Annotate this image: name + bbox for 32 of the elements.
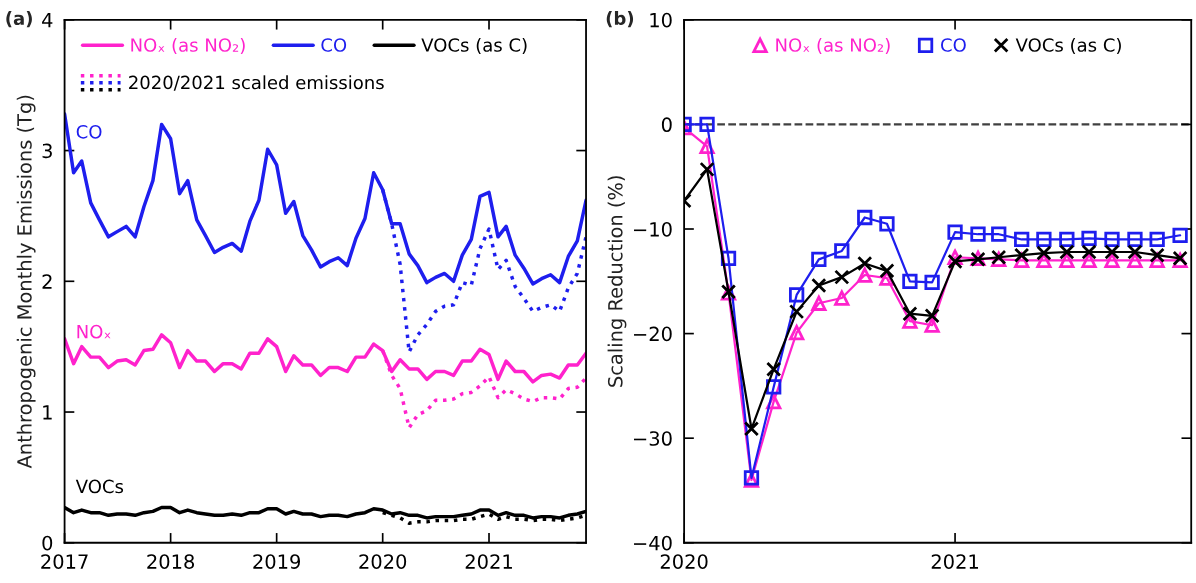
y-tick-label: 0 — [42, 535, 53, 551]
y-tick-label: 3 — [42, 143, 52, 159]
y-tick-label: −40 — [634, 535, 672, 551]
legend-label: CO — [941, 38, 966, 52]
legend-label: NOₓ (as NO₂) — [131, 37, 245, 54]
y-tick-label: −20 — [634, 326, 672, 342]
x-tick-label: 2018 — [147, 554, 195, 569]
legend-label: NOₓ (as NO₂) — [776, 37, 890, 54]
chart-title: (b) — [606, 11, 634, 28]
y-tick-label: 4 — [42, 13, 53, 28]
annotation: NOₓ — [77, 324, 111, 339]
y-tick-label: 2 — [42, 274, 52, 289]
x-tick-label: 2019 — [253, 554, 301, 569]
y-axis-title: Anthropogenic Monthly Emissions (Tg) — [16, 95, 36, 469]
y-axis-title: Scaling Reduction (%) — [607, 176, 627, 387]
legend-label: VOCs (as C) — [1015, 37, 1121, 54]
annotation: CO — [76, 124, 102, 139]
y-tick-label: 1 — [43, 405, 52, 420]
x-tick-label: 2021 — [931, 554, 979, 569]
legend-label: VOCs (as C) — [421, 37, 527, 54]
y-tick-label: −30 — [634, 431, 672, 446]
legend-label: CO — [321, 38, 347, 52]
y-tick-label: 10 — [650, 12, 672, 28]
chart-title: (a) — [6, 11, 32, 28]
y-tick-label: −10 — [634, 221, 672, 237]
annotation: VOCs — [75, 479, 124, 494]
x-tick-label: 2020 — [359, 554, 407, 569]
x-tick-label: 2021 — [465, 554, 512, 569]
x-tick-label: 2017 — [41, 554, 88, 569]
x-tick-label: 2020 — [660, 554, 708, 569]
legend-label: 2020/2021 scaled emissions — [129, 75, 384, 91]
y-tick-label: 0 — [661, 117, 672, 133]
